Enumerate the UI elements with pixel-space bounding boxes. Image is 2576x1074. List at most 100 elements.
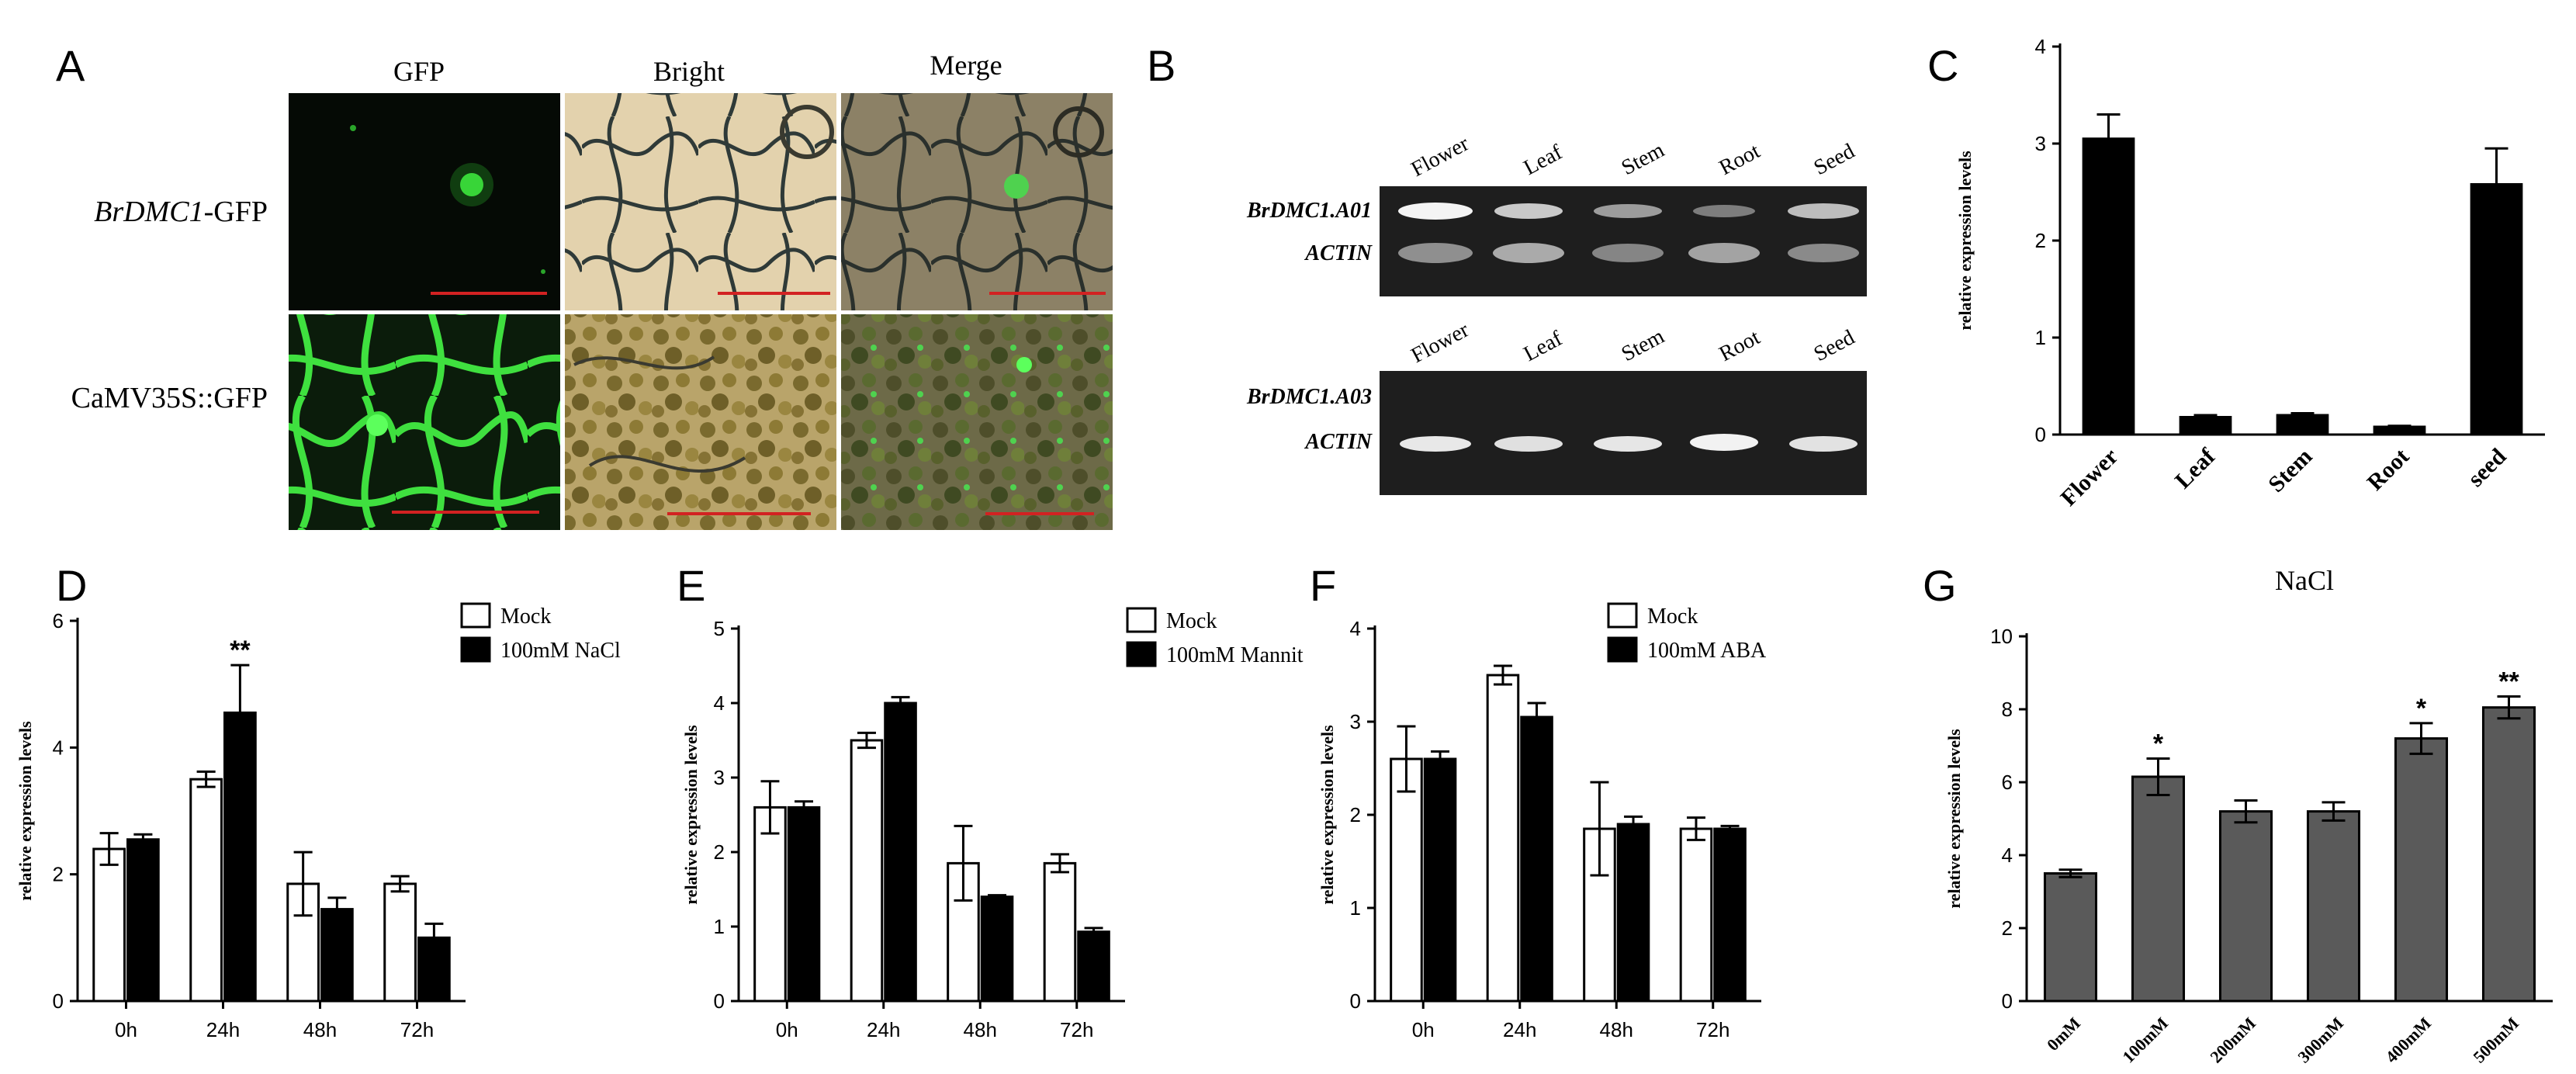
gel1-gene-brdmc1-a01: BrDMC1.A01 [1246, 199, 1372, 223]
chart-g-bar [2394, 737, 2449, 1003]
chart-c-ytick-label: 0 [2035, 423, 2046, 446]
chart-g-ytick-label: 6 [2002, 771, 2013, 794]
chart-g-error-bar [2322, 801, 2346, 822]
chart-c-category-label: Stem [2263, 444, 2317, 497]
chart-d-category-label: 24h [206, 1018, 240, 1041]
chart-f-ytick-label: 3 [1350, 710, 1361, 733]
image-brdmc1-gfp [289, 93, 560, 310]
chart-f-ytick-label: 0 [1350, 989, 1361, 1013]
chart-c-category-label: Root [2363, 444, 2415, 496]
chart-e-error-bar [1050, 853, 1069, 874]
col-header-gfp: GFP [393, 56, 445, 87]
gel2-lane-flower: Flower [1407, 317, 1473, 368]
chart-f-error-bar [1431, 750, 1450, 768]
chart-g-bar [2043, 872, 2098, 1003]
svg-text:100mM ABA: 100mM ABA [1647, 639, 1767, 663]
chart-d-ytick-label: 0 [53, 989, 64, 1013]
chart-g-bar [2218, 810, 2273, 1003]
col-header-bright: Bright [653, 56, 725, 87]
chart-d-error-bar [327, 896, 347, 922]
chart-d-bar [383, 882, 417, 1003]
chart-g-ytick-label: 4 [2002, 844, 2013, 867]
chart-d-error-bar [230, 663, 250, 762]
chart-g-ytick-label: 0 [2002, 989, 2013, 1013]
chart-f-error-bar [1527, 702, 1546, 733]
chart-e-legend-item: Mock [1126, 607, 1217, 633]
chart-c-category-label: Leaf [2170, 443, 2221, 494]
chart-c-ytick-label: 4 [2035, 35, 2046, 58]
chart-d-ytick-label: 4 [53, 736, 64, 759]
chart-e-error-bar [857, 731, 876, 750]
chart-f-bar [1616, 823, 1650, 1003]
chart-e: relative expression levels 0 1 2 3 4 5 0h 24h 48h… [681, 607, 1304, 1041]
gel2-gene-brdmc1-a03: BrDMC1.A03 [1246, 385, 1372, 409]
image-camv35s-gfp [289, 314, 560, 530]
gel2-lane-headers: Flower Leaf Stem Root Seed [1407, 317, 1859, 368]
chart-g-significance: ** [2498, 667, 2519, 697]
panel-letter-e: E [677, 561, 706, 610]
chart-f-bar [1486, 674, 1520, 1003]
gel1-lane-stem: Stem [1618, 138, 1669, 180]
chart-g-ylabel: relative expression levels [1944, 729, 1964, 909]
chart-c-ytick-label: 1 [2035, 326, 2046, 349]
svg-text:Mock: Mock [1647, 605, 1698, 629]
chart-g-ytick-label: 8 [2002, 698, 2013, 721]
chart-d-error-bar [133, 833, 153, 846]
chart-e-error-bar [891, 695, 910, 711]
chart-e-category-label: 72h [1060, 1018, 1093, 1041]
svg-text:100mM Mannitol: 100mM Mannitol [1166, 643, 1304, 667]
chart-f-error-bar [1590, 781, 1609, 877]
chart-d-ytick-label: 6 [53, 609, 64, 632]
chart-g-bar [2306, 810, 2361, 1003]
chart-e-bar [1077, 930, 1110, 1003]
col-header-merge: Merge [930, 50, 1002, 81]
chart-f-bar [1713, 827, 1747, 1003]
chart-d-error-bar [390, 875, 410, 893]
chart-g-significance: * [2153, 729, 2164, 758]
chart-e-bar [884, 702, 917, 1003]
chart-d-bar [126, 838, 160, 1003]
chart-d-ytick-label: 2 [53, 863, 64, 886]
chart-e-error-bar [760, 780, 780, 835]
chart-e-error-bar [795, 800, 814, 815]
chart-g-error-bar [2409, 722, 2433, 755]
svg-text:100mM NaCl: 100mM NaCl [500, 639, 621, 663]
chart-g-ytick-label: 10 [1990, 625, 2013, 648]
chart-g-ytick-label: 2 [2002, 916, 2013, 940]
chart-c-bar [2470, 183, 2523, 436]
gel2-image [1380, 371, 1867, 495]
chart-e-bar [787, 806, 821, 1003]
chart-e-ytick-label: 3 [714, 766, 725, 789]
chart-d-ylabel: relative expression levels [16, 721, 35, 901]
gel2-lane-root: Root [1716, 325, 1764, 366]
chart-f-error-bar [1397, 725, 1416, 793]
chart-d-legend-item: 100mM NaCl [460, 636, 621, 663]
chart-f-category-label: 72h [1696, 1018, 1729, 1041]
chart-g-error-bar [2497, 695, 2521, 720]
chart-f: relative expression levels 0 1 2 3 4 0h 24h 48h 7… [1317, 602, 1767, 1041]
gel1-lane-root: Root [1716, 139, 1764, 180]
chart-g-bar [2481, 706, 2536, 1003]
chart-f-error-bar [1493, 664, 1512, 686]
gel2-lane-leaf: Leaf [1520, 326, 1567, 366]
chart-e-category-label: 48h [964, 1018, 997, 1041]
chart-d-category-label: 72h [400, 1018, 434, 1041]
chart-g-category-label: 0mM [2043, 1013, 2084, 1055]
chart-c-error-bar [2387, 424, 2412, 429]
chart-e-category-label: 24h [867, 1018, 900, 1041]
gel1-lane-headers: Flower Leaf Stem Root Seed [1407, 131, 1859, 182]
chart-f-category-label: 24h [1503, 1018, 1536, 1041]
image-camv35s-bright [565, 314, 836, 530]
chart-c-category-label: seed [2463, 443, 2511, 491]
chart-g-category-label: 300mM [2294, 1013, 2347, 1067]
gel1-gene-actin: ACTIN [1304, 241, 1373, 265]
chart-c-ylabel: relative expression levels [1955, 151, 1975, 331]
gel1-lane-seed: Seed [1810, 139, 1859, 180]
svg-text:Mock: Mock [500, 605, 551, 629]
chart-g-error-bar [2058, 868, 2083, 878]
chart-g-bar [2131, 775, 2186, 1003]
chart-c-error-bar [2096, 113, 2121, 165]
chart-f-category-label: 0h [1412, 1018, 1435, 1041]
chart-g-category-label: 500mM [2469, 1013, 2522, 1067]
